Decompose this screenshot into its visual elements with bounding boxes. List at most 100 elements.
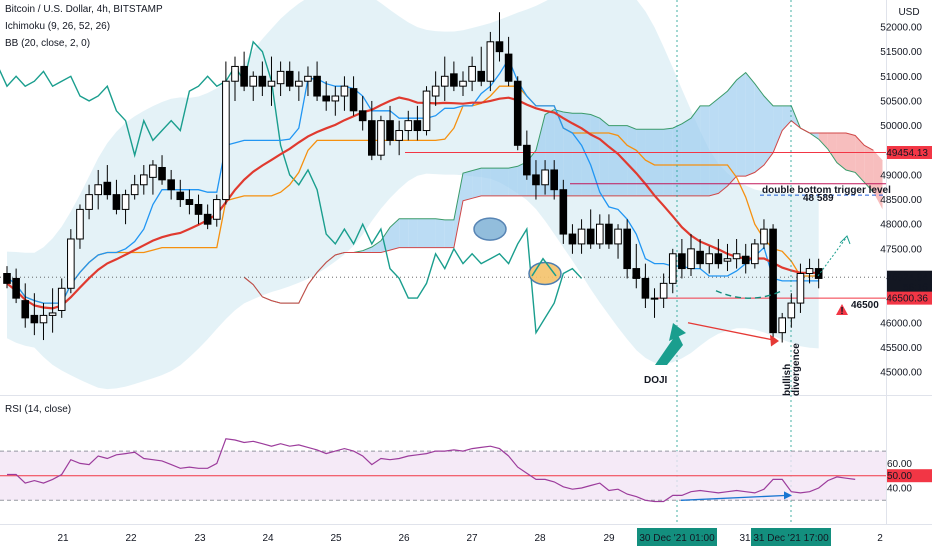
- candle-body: [212, 199, 221, 220]
- candle-body: [541, 169, 549, 186]
- candle-body: [313, 75, 321, 97]
- time-tick-label: 27: [466, 533, 478, 544]
- rsi-tag-box: [887, 469, 932, 483]
- ichimoku-legend: Ichimoku (9, 26, 52, 26): [5, 21, 111, 32]
- price-tick-label: 51500.00: [880, 47, 922, 58]
- candle-body: [140, 174, 148, 186]
- candle-body: [103, 181, 112, 196]
- candle-body: [158, 167, 166, 181]
- price-divergence-line: [687, 322, 777, 342]
- bb-basis: [6, 96, 819, 310]
- price-tag-box: [887, 146, 932, 160]
- cloud-segment: [627, 125, 637, 196]
- rsi-divergence-line: [680, 494, 788, 501]
- cloud-segment: [672, 123, 682, 196]
- cloud-segment: [754, 83, 764, 173]
- candle-body: [559, 189, 568, 235]
- cloud-segment: [818, 133, 828, 149]
- divergence-label-2: divergence: [791, 343, 802, 396]
- candle-body: [723, 258, 732, 262]
- candle-body: [495, 41, 504, 53]
- candle-body: [714, 253, 723, 265]
- chart-title: Bitcoin / U.S. Dollar, 4h, BITSTAMP: [5, 4, 163, 15]
- rsi-tick-label: 60.00: [887, 459, 912, 470]
- candle-body: [258, 75, 267, 87]
- candle-body: [523, 144, 531, 176]
- blue-circle-marker: [473, 217, 507, 241]
- candle-body: [386, 120, 394, 141]
- candle-body: [349, 88, 358, 112]
- candle-body: [796, 273, 805, 304]
- candle-body: [741, 255, 750, 265]
- candle-body: [12, 277, 20, 299]
- candle-body: [659, 282, 668, 299]
- candle-body: [340, 85, 349, 97]
- price-tick-label: 50500.00: [880, 96, 922, 107]
- rsi-line: [7, 438, 856, 503]
- time-tick-label: 21: [57, 533, 69, 544]
- time-highlight-label: 30 Dec '21 01:00: [639, 533, 715, 544]
- candle-body: [532, 174, 540, 186]
- candle-body: [486, 41, 495, 82]
- candle-body: [632, 268, 641, 279]
- time-tick-label: 24: [262, 533, 274, 544]
- cloud-segment: [572, 113, 582, 196]
- price-tick-label: 50000.00: [880, 121, 922, 132]
- price-tick-label: 46000.00: [880, 318, 922, 329]
- candle-body: [459, 80, 467, 87]
- candle-body: [67, 238, 75, 289]
- candle-body: [57, 287, 66, 311]
- cloud-segment: [745, 72, 755, 177]
- cloud-segment: [426, 218, 436, 248]
- time-tick-label: 22: [125, 533, 137, 544]
- time-tick-label: 28: [534, 533, 546, 544]
- cloud-segment: [390, 218, 400, 251]
- projection-arrowhead: [839, 235, 851, 245]
- candle-body: [121, 194, 130, 210]
- candle-body: [48, 312, 57, 316]
- doji-arrowhead: [669, 323, 686, 341]
- rsi-divergence-arrowhead: [784, 491, 792, 500]
- candle-body: [304, 75, 312, 82]
- candle-body: [368, 120, 376, 156]
- cloud-segment: [836, 133, 846, 170]
- cloud-segment: [608, 125, 618, 196]
- time-axis: 2122232425262728293031230 Dec '21 01:003…: [57, 528, 883, 546]
- price-tag-box: [887, 291, 932, 305]
- lagging-peak-marker: [531, 257, 557, 277]
- candle-body: [778, 317, 787, 334]
- candle-body: [176, 191, 185, 201]
- time-tick-label: 25: [330, 533, 342, 544]
- candle-body: [705, 253, 714, 265]
- candle-body: [422, 90, 431, 132]
- candle-body: [94, 184, 103, 196]
- price-tick-label: 45500.00: [880, 343, 922, 354]
- bollinger-envelope: [7, 0, 819, 390]
- cloud-segment: [873, 150, 883, 210]
- price-tick-label: 48000.00: [880, 220, 922, 231]
- candle-body: [641, 277, 650, 299]
- candle-body: [805, 268, 814, 275]
- candle-body: [331, 95, 340, 102]
- time-highlight-box: [751, 528, 831, 546]
- candle-body: [650, 297, 659, 300]
- cloud-segment: [654, 129, 664, 196]
- candle-body: [30, 314, 39, 324]
- candle-body: [377, 120, 385, 156]
- candle-body: [614, 228, 622, 245]
- candle-body: [231, 65, 239, 82]
- candle-body: [504, 53, 513, 82]
- candle-body: [605, 223, 613, 245]
- price-tick-label: 49000.00: [880, 170, 922, 181]
- indicator-lines: [0, 40, 874, 335]
- rsi-pane: [0, 438, 886, 503]
- cloud-segment: [736, 72, 746, 177]
- candle-body: [112, 194, 121, 210]
- cloud-segment: [380, 227, 390, 253]
- senkou-span-b: [243, 120, 874, 304]
- warning-icon-mark: !: [840, 306, 843, 317]
- candle-body: [21, 300, 30, 319]
- candle-body: [450, 73, 458, 87]
